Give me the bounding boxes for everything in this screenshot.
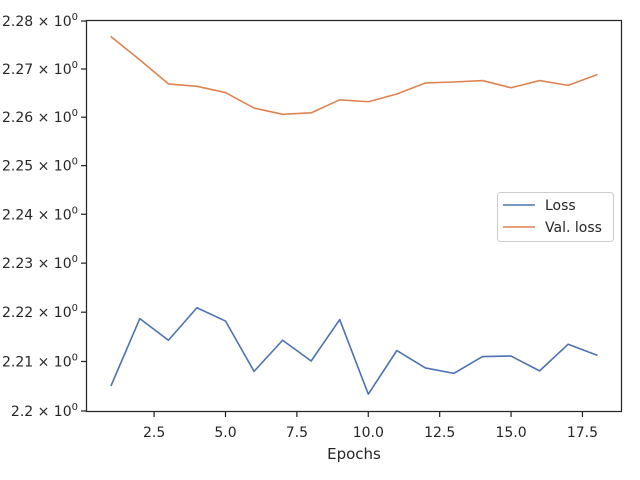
plot-frame [85, 19, 623, 413]
x-axis-label: Epochs [327, 445, 381, 463]
x-tick-label: 2.5 [143, 425, 165, 441]
legend-label-val-loss: Val. loss [545, 220, 602, 236]
legend: Loss Val. loss [497, 192, 614, 242]
y-tick-label: 2.22 × 100 [2, 303, 78, 321]
y-tick-label: 2.26 × 100 [2, 108, 78, 126]
x-tick-label: 10.0 [353, 425, 384, 441]
legend-label-loss: Loss [545, 198, 576, 214]
x-tick-label: 7.5 [286, 425, 308, 441]
y-tick-label: 2.25 × 100 [2, 157, 78, 175]
y-tick-label: 2.27 × 100 [2, 60, 78, 78]
y-tick-label: 2.21 × 100 [2, 352, 78, 370]
y-tick-label: 2.28 × 100 [2, 12, 78, 30]
series-line-loss [110, 306, 598, 395]
x-tick-label: 15.0 [495, 425, 526, 441]
y-tick-label: 2.24 × 100 [2, 205, 78, 223]
x-tick-label: 17.5 [567, 425, 598, 441]
x-tick-label: 12.5 [424, 425, 455, 441]
y-tick-label: 2.23 × 100 [2, 254, 78, 272]
x-tick-label: 5.0 [214, 425, 236, 441]
y-tick-label: 2.2 × 100 [11, 402, 78, 420]
series-line-val-loss [110, 35, 598, 116]
